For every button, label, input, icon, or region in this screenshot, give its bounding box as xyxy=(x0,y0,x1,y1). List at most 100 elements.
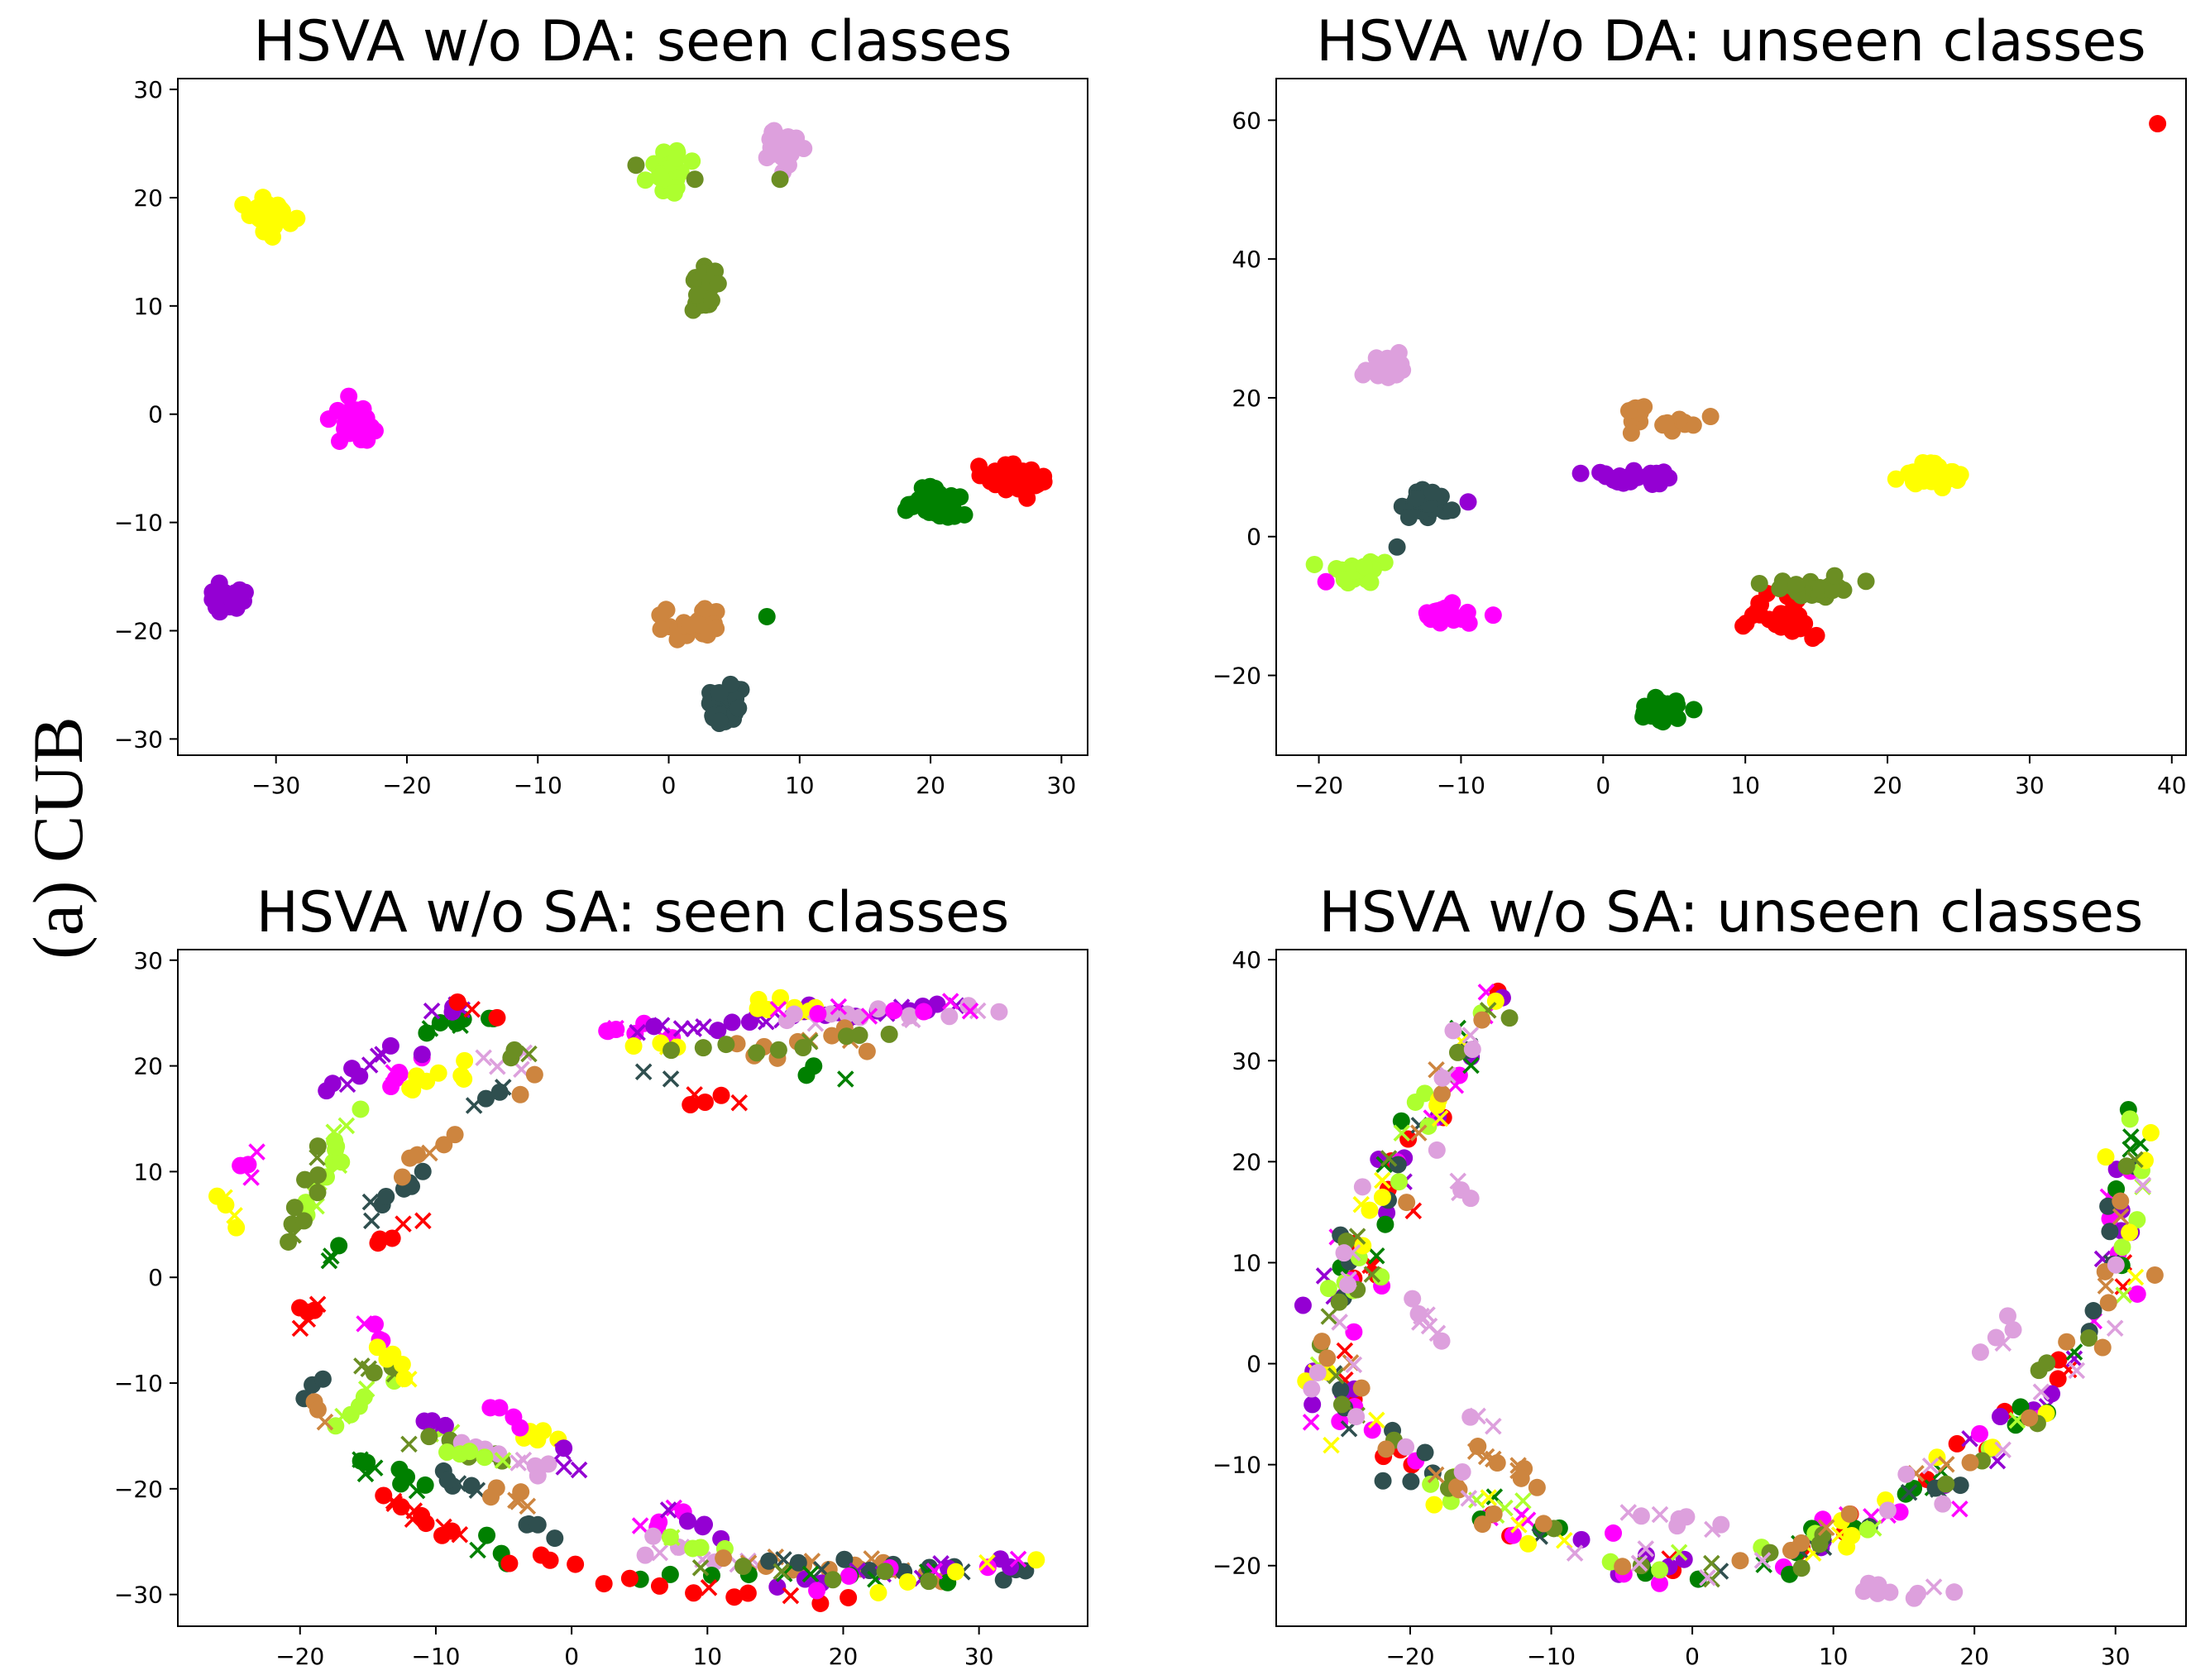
data-point xyxy=(1017,1562,1035,1580)
data-point xyxy=(770,128,788,146)
data-point xyxy=(663,1041,681,1060)
data-point xyxy=(1945,1583,1964,1601)
data-point xyxy=(1423,483,1442,501)
data-point-x xyxy=(494,1079,512,1096)
data-point xyxy=(330,1237,348,1255)
data-point xyxy=(869,1583,887,1601)
data-point xyxy=(1361,1201,1379,1219)
data-point xyxy=(431,1013,449,1031)
data-point-x xyxy=(1409,1124,1428,1142)
data-point xyxy=(691,1539,710,1557)
data-point xyxy=(1374,1472,1392,1490)
data-point xyxy=(1319,1280,1337,1298)
data-point xyxy=(739,1584,757,1602)
data-point-x xyxy=(773,1563,791,1581)
data-point xyxy=(476,1089,495,1108)
x-tick-label: 10 xyxy=(785,772,815,799)
data-point xyxy=(665,184,683,202)
data-point xyxy=(787,129,806,147)
data-point-x xyxy=(356,1465,375,1483)
data-point xyxy=(1792,1534,1811,1552)
data-point xyxy=(1418,606,1437,625)
data-point xyxy=(368,1338,386,1357)
y-tick-label: 20 xyxy=(1232,1148,1261,1175)
plot-frame xyxy=(1275,949,2187,1627)
data-point xyxy=(1473,1515,1491,1534)
data-point xyxy=(758,607,776,625)
data-point xyxy=(1305,555,1323,573)
data-point xyxy=(478,1526,496,1544)
data-point xyxy=(1422,1475,1440,1493)
data-point-x xyxy=(369,1047,387,1065)
data-point xyxy=(1330,1293,1348,1311)
data-point xyxy=(2021,1409,2039,1427)
data-point-x xyxy=(216,1189,233,1207)
data-point xyxy=(511,1419,529,1437)
data-point xyxy=(1937,1475,1955,1493)
data-point-x xyxy=(782,1587,800,1605)
data-points xyxy=(203,122,1053,732)
data-point xyxy=(1448,1043,1466,1061)
data-point xyxy=(1363,1421,1381,1439)
data-point xyxy=(488,1008,506,1027)
data-point-x xyxy=(1363,1266,1381,1283)
y-tick-label: −20 xyxy=(114,617,163,644)
data-point-x xyxy=(1348,1228,1366,1245)
data-point xyxy=(1428,1141,1446,1159)
data-point xyxy=(805,1057,823,1075)
data-point-x xyxy=(1427,1466,1445,1484)
data-point-x xyxy=(337,1117,356,1135)
data-point xyxy=(378,1350,396,1368)
data-point xyxy=(1353,1178,1371,1196)
data-point xyxy=(607,1021,625,1039)
data-point xyxy=(1750,574,1768,592)
data-point xyxy=(595,1575,613,1593)
data-point xyxy=(2007,1416,2025,1434)
chart-title: HSVA w/o SA: seen classes xyxy=(256,880,1010,945)
data-point xyxy=(1442,501,1461,519)
data-point xyxy=(690,615,708,634)
data-point xyxy=(323,1075,342,1093)
data-point-x xyxy=(1519,1511,1537,1529)
data-point xyxy=(390,1065,409,1083)
data-point-x xyxy=(1900,1484,1918,1501)
data-point xyxy=(435,1136,453,1154)
data-point xyxy=(1684,416,1702,434)
data-point xyxy=(650,1577,668,1595)
data-point-x xyxy=(801,1033,819,1051)
data-point xyxy=(717,1036,735,1054)
data-point xyxy=(1416,1443,1434,1462)
data-point-x xyxy=(1320,1308,1338,1325)
data-point-x xyxy=(494,1452,512,1469)
side-label: (a) CUB xyxy=(17,672,99,1003)
data-point xyxy=(313,1370,332,1388)
data-point xyxy=(1987,1328,2005,1347)
data-point xyxy=(769,1041,787,1059)
data-point xyxy=(207,598,225,616)
data-point xyxy=(940,1008,959,1026)
data-point xyxy=(885,1002,903,1020)
data-point-x xyxy=(2097,1277,2115,1295)
data-point xyxy=(2121,1110,2139,1128)
data-point xyxy=(1970,1424,1988,1443)
x-tick-label: −10 xyxy=(514,772,562,799)
y-tick-label: −20 xyxy=(114,1476,163,1503)
data-point-x xyxy=(1461,1027,1480,1044)
data-point xyxy=(1377,1440,1395,1458)
x-tick-label: −10 xyxy=(1527,1643,1576,1670)
data-point xyxy=(1998,1307,2016,1325)
data-point-x xyxy=(423,1002,441,1020)
data-points xyxy=(208,988,1045,1612)
data-point-x xyxy=(801,1565,820,1583)
data-point-x xyxy=(1393,1124,1411,1142)
data-point xyxy=(655,143,673,161)
data-point xyxy=(1838,1538,1856,1556)
data-point-x xyxy=(553,1443,572,1461)
data-point xyxy=(1458,603,1476,621)
data-point xyxy=(2128,1285,2146,1303)
data-point xyxy=(253,193,271,211)
data-point xyxy=(2149,115,2167,133)
data-point xyxy=(2117,1157,2136,1175)
data-point xyxy=(1605,1524,1623,1542)
data-point xyxy=(482,1488,500,1506)
